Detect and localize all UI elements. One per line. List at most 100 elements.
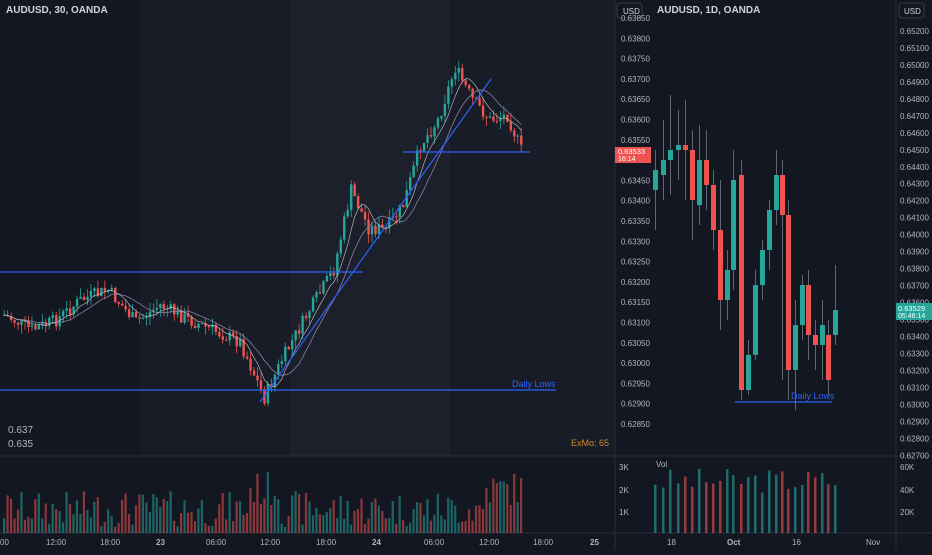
candle-body — [402, 204, 405, 208]
candle-body — [131, 312, 134, 318]
volume-bar — [82, 491, 86, 533]
volume-bar — [134, 505, 138, 533]
volume-bar — [367, 518, 370, 533]
volume-bar — [395, 523, 398, 533]
right-price-tick: 0.64500 — [900, 146, 929, 155]
volume-bar — [159, 507, 162, 533]
daily-lows-label: Daily Lows — [512, 379, 556, 389]
candle-body — [176, 310, 179, 315]
candle-body — [207, 326, 211, 328]
session-shade-3 — [450, 0, 615, 456]
daily-candle-body — [767, 210, 772, 250]
left-currency-button[interactable] — [616, 2, 643, 19]
candle-body — [440, 115, 443, 119]
volume-bar — [16, 509, 20, 533]
volume-bar — [173, 520, 176, 533]
volume-bar — [353, 510, 356, 533]
candle-body — [415, 150, 419, 166]
volume-bar — [6, 495, 9, 533]
volume-bar — [447, 497, 450, 533]
candle-body — [495, 120, 499, 122]
left-price-tick: 0.63050 — [621, 339, 650, 348]
volume-bar — [391, 500, 394, 533]
right-time-axis[interactable]: 18 Oct 16 Nov — [667, 538, 880, 547]
candle-body — [450, 79, 454, 87]
candle-body — [502, 114, 506, 119]
volume-bar — [204, 523, 207, 533]
left-time-label: 12:00 — [479, 538, 500, 547]
right-daily-lows-label: Daily Lows — [791, 391, 835, 401]
candle-body — [193, 325, 197, 329]
right-volume-tick: 60K — [900, 463, 915, 472]
volume-bar — [360, 498, 363, 533]
daily-volume-bar — [761, 492, 764, 533]
volume-bar — [405, 526, 408, 533]
daily-candle-body — [793, 325, 798, 370]
right-price-tick: 0.63300 — [900, 349, 929, 358]
candle-body — [134, 312, 138, 318]
daily-candle-body — [731, 180, 736, 270]
candle-body — [513, 130, 516, 137]
volume-bar — [429, 520, 433, 533]
left-price-tick: 0.63650 — [621, 95, 650, 104]
right-volume-tick: 40K — [900, 486, 915, 495]
candle-body — [117, 302, 120, 304]
left-price-tick: 0.63250 — [621, 258, 650, 267]
candle-body — [492, 116, 495, 121]
candle-body — [388, 218, 391, 229]
candle-body — [520, 135, 523, 145]
candle-body — [422, 142, 426, 152]
right-price-tick: 0.63900 — [900, 248, 929, 257]
candle-body — [315, 292, 318, 298]
candle-body — [138, 317, 141, 319]
volume-bar — [93, 501, 96, 533]
volume-bar — [235, 501, 238, 533]
candle-body — [329, 273, 332, 277]
left-price-tick: 0.63800 — [621, 34, 650, 43]
volume-bar — [152, 494, 155, 533]
candle-body — [447, 86, 450, 104]
volume-bar — [68, 503, 72, 533]
volume-bar — [148, 512, 151, 533]
candle-body — [408, 177, 412, 191]
volume-bar — [131, 524, 134, 533]
candle-body — [72, 306, 75, 315]
volume-bar — [381, 510, 384, 533]
candle-body — [343, 216, 346, 240]
candle-body — [398, 204, 401, 217]
volume-bar — [502, 481, 505, 533]
candle-body — [30, 325, 34, 327]
daily-candle-body — [800, 285, 805, 325]
volume-bar — [440, 515, 443, 533]
volume-bar — [27, 516, 30, 533]
candle-body — [120, 303, 124, 306]
uptrend-line[interactable] — [259, 78, 492, 403]
volume-bar — [509, 504, 512, 533]
daily-candle-body — [661, 160, 666, 175]
left-price-tick: 0.63550 — [621, 136, 650, 145]
volume-bar — [103, 521, 106, 533]
volume-bar — [30, 518, 33, 533]
volume-bar — [190, 511, 193, 533]
left-currency-label: USD — [623, 7, 640, 16]
daily-volume-bar — [740, 483, 743, 533]
candle-body — [225, 339, 228, 341]
candle-body — [426, 135, 429, 143]
volume-bar — [308, 501, 311, 533]
daily-volume-bar — [747, 477, 750, 533]
left-price-axis[interactable]: 0.63850 0.63800 0.63750 0.63700 0.63650 0.636… — [621, 14, 650, 429]
candle-body — [34, 325, 37, 330]
daily-candle-body — [704, 160, 709, 185]
volume-bar — [13, 518, 16, 533]
volume-bar — [256, 473, 259, 533]
daily-candle-body — [676, 145, 681, 150]
volume-bar — [207, 525, 210, 533]
candle-body — [395, 216, 398, 218]
volume-bar — [294, 491, 297, 533]
daily-candle-body — [718, 230, 723, 300]
volume-bar — [356, 509, 360, 533]
left-time-axis[interactable]: 00 12:00 18:00 23 06:00 12:00 18:00 24 06:00 12:0… — [0, 538, 599, 547]
volume-bar — [433, 514, 436, 533]
candle-body — [336, 253, 339, 276]
right-currency-button[interactable] — [898, 2, 925, 19]
